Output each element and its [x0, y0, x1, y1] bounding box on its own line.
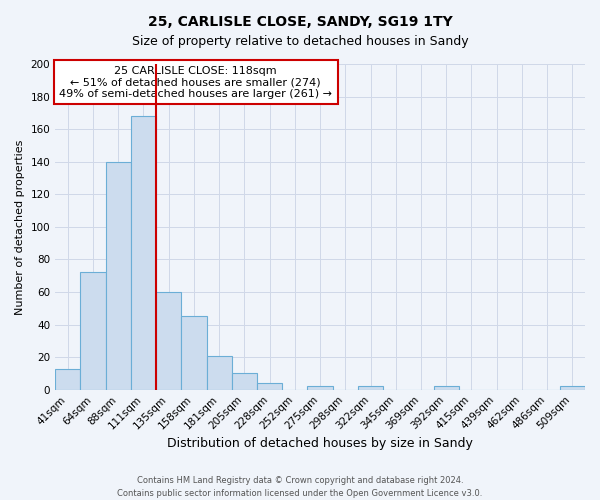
Bar: [206, 356, 232, 390]
Bar: [232, 374, 257, 390]
Bar: [106, 162, 131, 390]
X-axis label: Distribution of detached houses by size in Sandy: Distribution of detached houses by size …: [167, 437, 473, 450]
Bar: [434, 386, 459, 390]
Bar: [307, 386, 332, 390]
Bar: [131, 116, 156, 390]
Bar: [80, 272, 106, 390]
Bar: [181, 316, 206, 390]
Y-axis label: Number of detached properties: Number of detached properties: [15, 139, 25, 314]
Bar: [55, 368, 80, 390]
Bar: [358, 386, 383, 390]
Text: Size of property relative to detached houses in Sandy: Size of property relative to detached ho…: [131, 35, 469, 48]
Text: 25, CARLISLE CLOSE, SANDY, SG19 1TY: 25, CARLISLE CLOSE, SANDY, SG19 1TY: [148, 15, 452, 29]
Bar: [156, 292, 181, 390]
Text: 25 CARLISLE CLOSE: 118sqm
← 51% of detached houses are smaller (274)
49% of semi: 25 CARLISLE CLOSE: 118sqm ← 51% of detac…: [59, 66, 332, 99]
Bar: [257, 383, 282, 390]
Bar: [560, 386, 585, 390]
Text: Contains HM Land Registry data © Crown copyright and database right 2024.
Contai: Contains HM Land Registry data © Crown c…: [118, 476, 482, 498]
